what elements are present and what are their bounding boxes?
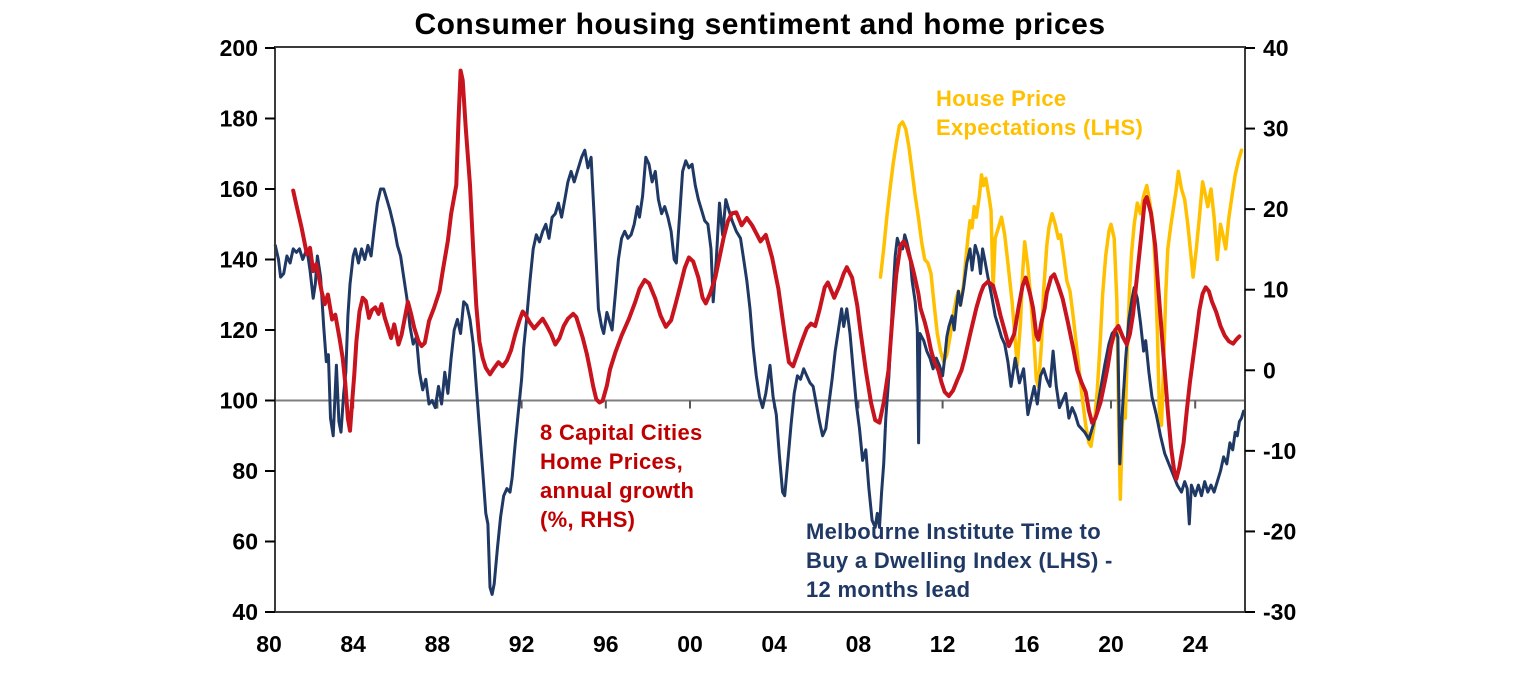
x-axis-label: 84 xyxy=(340,631,366,657)
left-axis-label: 60 xyxy=(232,529,258,555)
legend-line: 8 Capital Cities xyxy=(540,420,703,445)
left-axis-label: 200 xyxy=(220,35,258,61)
legend-house-price-expectations: House Price Expectations (LHS) xyxy=(936,84,1143,142)
x-axis-label: 80 xyxy=(256,631,282,657)
legend-line: 12 months lead xyxy=(806,577,971,602)
legend-home-prices: 8 Capital Cities Home Prices, annual gro… xyxy=(540,418,703,534)
right-axis-label: 40 xyxy=(1263,35,1289,61)
legend-line: Buy a Dwelling Index (LHS) - xyxy=(806,548,1113,573)
legend-time-to-buy: Melbourne Institute Time to Buy a Dwelli… xyxy=(806,517,1113,604)
x-axis-label: 04 xyxy=(761,631,787,657)
left-axis-label: 160 xyxy=(220,176,258,202)
x-axis-label: 24 xyxy=(1182,631,1208,657)
x-axis-label: 00 xyxy=(677,631,703,657)
x-axis-label: 92 xyxy=(509,631,535,657)
x-axis-label: 12 xyxy=(930,631,956,657)
x-axis-label: 96 xyxy=(593,631,619,657)
legend-line: annual growth xyxy=(540,478,695,503)
left-axis-label: 80 xyxy=(232,458,258,484)
chart-title: Consumer housing sentiment and home pric… xyxy=(414,8,1106,41)
x-axis-label: 16 xyxy=(1014,631,1040,657)
series-2 xyxy=(291,68,1242,482)
x-axis-label: 88 xyxy=(425,631,451,657)
left-axis-label: 120 xyxy=(220,317,258,343)
left-axis-label: 140 xyxy=(220,247,258,273)
left-axis-label: 180 xyxy=(220,106,258,132)
legend-line: Melbourne Institute Time to xyxy=(806,519,1101,544)
right-axis-label: 10 xyxy=(1263,277,1289,303)
left-axis-label: 40 xyxy=(232,599,258,625)
right-axis-label: 30 xyxy=(1263,116,1289,142)
right-axis-label: 0 xyxy=(1263,357,1276,383)
x-axis-label: 20 xyxy=(1098,631,1124,657)
right-axis-label: -20 xyxy=(1263,518,1296,544)
legend-line: Home Prices, xyxy=(540,449,684,474)
right-axis-label: -30 xyxy=(1263,599,1296,625)
left-axis-label: 100 xyxy=(220,388,258,414)
legend-line: House Price xyxy=(936,86,1067,111)
right-axis-label: -10 xyxy=(1263,438,1296,464)
x-axis-label: 08 xyxy=(846,631,872,657)
right-axis-label: 20 xyxy=(1263,196,1289,222)
series-1 xyxy=(273,148,1246,596)
legend-line: (%, RHS) xyxy=(540,507,636,532)
series-0 xyxy=(878,120,1244,501)
legend-line: Expectations (LHS) xyxy=(936,115,1144,140)
